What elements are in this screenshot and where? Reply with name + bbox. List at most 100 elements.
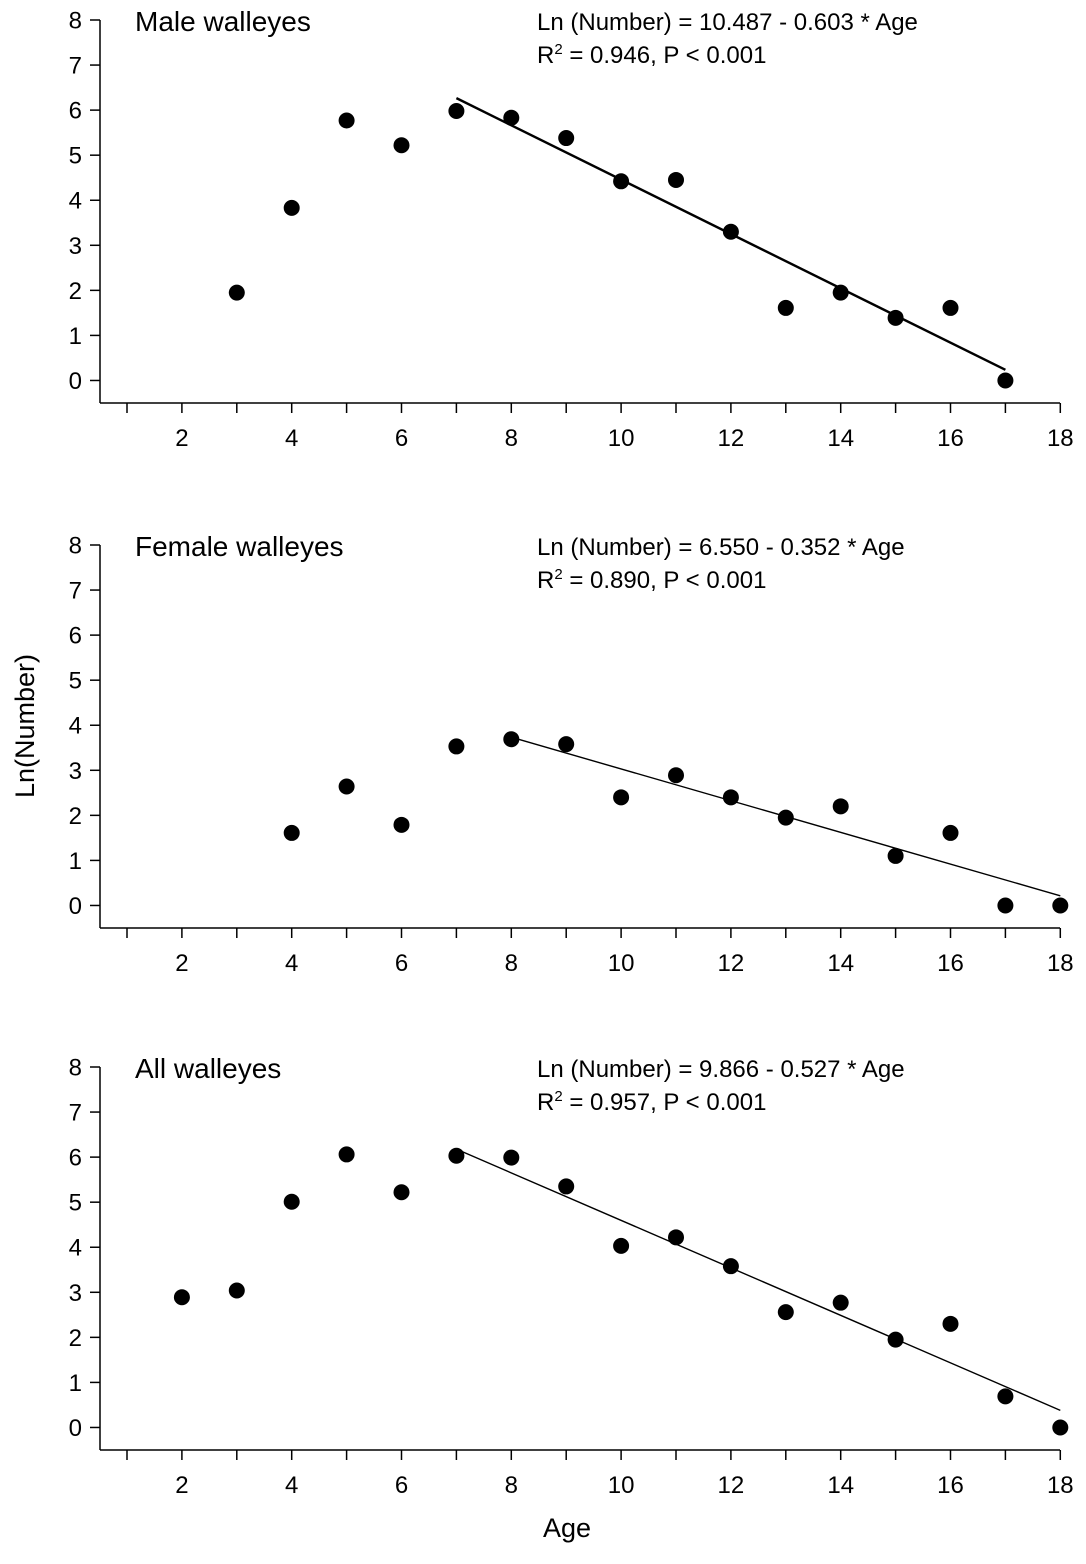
x-tick-label: 10 bbox=[608, 1472, 635, 1499]
data-point bbox=[777, 1304, 794, 1321]
x-tick-label: 10 bbox=[608, 950, 635, 977]
stats-exponent: 2 bbox=[554, 1088, 562, 1105]
y-tick-label: 5 bbox=[69, 1190, 82, 1217]
data-point bbox=[777, 809, 794, 826]
regression-line bbox=[456, 1148, 1061, 1411]
data-point bbox=[283, 199, 300, 216]
y-tick-label: 7 bbox=[69, 1100, 82, 1127]
y-tick-label: 8 bbox=[69, 533, 82, 560]
stats-suffix: = 0.946, P < 0.001 bbox=[563, 42, 767, 69]
data-point bbox=[668, 171, 684, 188]
stats-exponent: 2 bbox=[554, 566, 562, 583]
data-point bbox=[887, 309, 904, 326]
y-tick-label: 4 bbox=[69, 713, 82, 740]
stats-prefix: R bbox=[537, 42, 554, 69]
x-tick-label: 4 bbox=[285, 950, 298, 977]
data-point bbox=[613, 789, 630, 806]
data-point bbox=[393, 816, 410, 833]
y-tick-label: 0 bbox=[69, 893, 82, 920]
x-tick-label: 16 bbox=[937, 425, 964, 452]
y-tick-label: 5 bbox=[69, 143, 82, 170]
data-point bbox=[338, 1146, 355, 1163]
y-tick-label: 0 bbox=[69, 368, 82, 395]
x-tick-label: 14 bbox=[827, 425, 854, 452]
data-point bbox=[997, 372, 1014, 389]
data-point bbox=[283, 1193, 300, 1210]
x-axis-title: Age bbox=[543, 1513, 591, 1543]
data-point bbox=[613, 1237, 630, 1254]
panel-title: Female walleyes bbox=[135, 531, 344, 562]
data-point bbox=[668, 1229, 684, 1246]
data-point bbox=[722, 1258, 739, 1275]
data-point bbox=[173, 1289, 190, 1306]
data-point bbox=[887, 847, 904, 864]
regression-stats: R2 = 0.890, P < 0.001 bbox=[537, 566, 766, 594]
data-point bbox=[1052, 897, 1069, 914]
y-tick-label: 4 bbox=[69, 1235, 82, 1262]
y-tick-label: 2 bbox=[69, 278, 82, 305]
data-point bbox=[393, 137, 410, 154]
data-point bbox=[558, 1178, 575, 1195]
data-point bbox=[668, 767, 684, 784]
data-point bbox=[942, 299, 959, 316]
y-tick-label: 3 bbox=[69, 233, 82, 260]
data-point bbox=[777, 299, 794, 316]
data-point bbox=[942, 1315, 959, 1332]
data-point bbox=[887, 1331, 904, 1348]
x-tick-label: 14 bbox=[827, 950, 854, 977]
regression-stats: R2 = 0.957, P < 0.001 bbox=[537, 1088, 766, 1116]
panel-title: Male walleyes bbox=[135, 6, 311, 37]
data-point bbox=[558, 736, 575, 753]
x-tick-label: 8 bbox=[505, 1472, 518, 1499]
x-tick-label: 6 bbox=[395, 1472, 408, 1499]
x-tick-label: 14 bbox=[827, 1472, 854, 1499]
x-tick-label: 6 bbox=[395, 425, 408, 452]
x-tick-label: 6 bbox=[395, 950, 408, 977]
data-point bbox=[228, 284, 245, 301]
data-point bbox=[832, 284, 849, 301]
stats-prefix: R bbox=[537, 567, 554, 594]
stats-prefix: R bbox=[537, 1089, 554, 1116]
x-tick-label: 10 bbox=[608, 425, 635, 452]
regression-stats: R2 = 0.946, P < 0.001 bbox=[537, 41, 766, 69]
data-point bbox=[832, 1294, 849, 1311]
x-tick-label: 2 bbox=[175, 425, 188, 452]
data-point bbox=[448, 103, 465, 120]
data-point bbox=[503, 731, 520, 748]
data-point bbox=[228, 1282, 245, 1299]
y-tick-label: 4 bbox=[69, 188, 82, 215]
y-tick-label: 1 bbox=[69, 848, 82, 875]
data-point bbox=[997, 1388, 1014, 1405]
y-tick-label: 7 bbox=[69, 53, 82, 80]
y-tick-label: 6 bbox=[69, 1145, 82, 1172]
y-tick-label: 1 bbox=[69, 1370, 82, 1397]
y-tick-label: 7 bbox=[69, 578, 82, 605]
y-tick-label: 8 bbox=[69, 1055, 82, 1082]
x-tick-label: 4 bbox=[285, 425, 298, 452]
data-point bbox=[613, 173, 630, 190]
y-tick-label: 6 bbox=[69, 98, 82, 125]
y-tick-label: 3 bbox=[69, 758, 82, 785]
stats-exponent: 2 bbox=[554, 41, 562, 58]
data-point bbox=[283, 824, 300, 841]
x-tick-label: 4 bbox=[285, 1472, 298, 1499]
x-tick-label: 2 bbox=[175, 950, 188, 977]
y-tick-label: 0 bbox=[69, 1415, 82, 1442]
y-tick-label: 2 bbox=[69, 1325, 82, 1352]
data-point bbox=[503, 109, 520, 126]
y-tick-label: 3 bbox=[69, 1280, 82, 1307]
y-tick-label: 6 bbox=[69, 623, 82, 650]
x-tick-label: 18 bbox=[1047, 950, 1074, 977]
data-point bbox=[1052, 1419, 1069, 1436]
regression-equation: Ln (Number) = 10.487 - 0.603 * Age bbox=[537, 9, 918, 36]
data-point bbox=[338, 112, 355, 129]
data-point bbox=[503, 1149, 520, 1166]
x-tick-label: 12 bbox=[718, 425, 745, 452]
x-tick-label: 8 bbox=[505, 950, 518, 977]
data-point bbox=[832, 798, 849, 815]
x-tick-label: 8 bbox=[505, 425, 518, 452]
